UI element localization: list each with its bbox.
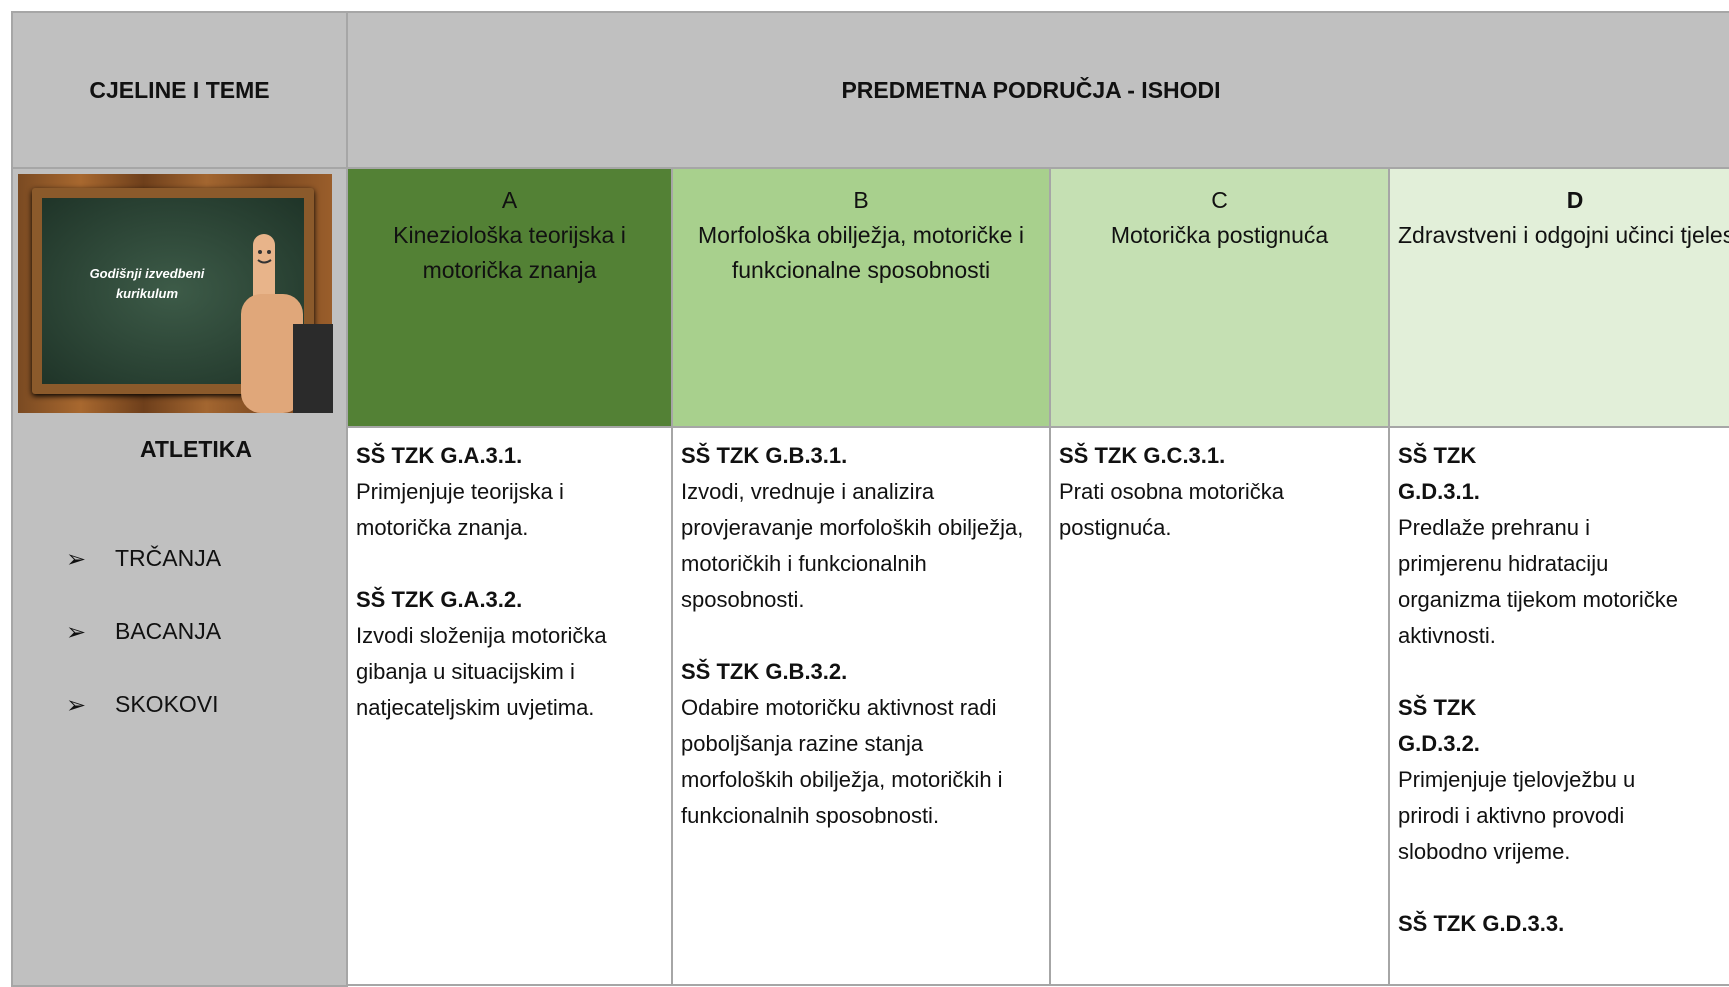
bullet-arrow: ➢ bbox=[66, 546, 87, 573]
outcome-text: Primjenjuje teorijska i motorička znanja… bbox=[356, 479, 564, 540]
column-header: A Kineziološka teorijska i motorička znan… bbox=[346, 167, 673, 428]
column-header: B Morfološka obilježja, motoričke i funkc… bbox=[671, 167, 1051, 428]
column-title: Zdravstveni i odgojni učinci tjelesnog v… bbox=[1398, 222, 1729, 248]
column-letter: D bbox=[1566, 187, 1584, 213]
header-cell: CJELINE I TEME bbox=[11, 11, 348, 169]
header-text: PREDMETNA PODRUČJA - ISHODI bbox=[841, 76, 1221, 103]
column-header: D Zdravstveni i odgojni učinci tjelesnog … bbox=[1388, 167, 1729, 428]
column-header: C Motorička postignuća bbox=[1049, 167, 1390, 428]
outcome-list: SŠ TZK G.C.3.1. Prati osobna motorička po… bbox=[1059, 438, 1380, 546]
image-caption: Godišnji izvedbeni kurikulum bbox=[89, 266, 205, 301]
outcome-text: Izvodi složenija motorička gibanja u sit… bbox=[356, 623, 607, 720]
outcome: SŠ TZK G.A.3.2. Izvodi složenija motoričk… bbox=[356, 582, 663, 726]
outcome-code: SŠ TZK G.D.3.3. bbox=[1398, 911, 1565, 936]
outcome-text: Izvodi, vrednuje i analizira provjeravan… bbox=[681, 479, 1024, 612]
column-letter: A bbox=[501, 187, 518, 213]
outcome: SŠ TZK G.B.3.1. Izvodi, vrednuje i analiz… bbox=[681, 438, 1041, 618]
outcome-code: SŠ TZK G.B.3.2. bbox=[681, 659, 848, 684]
outcome-code: SŠ TZK G.C.3.1. bbox=[1059, 443, 1226, 468]
bullet-arrow: ➢ bbox=[66, 692, 87, 719]
outcome-cell: SŠ TZK G.B.3.1. Izvodi, vrednuje i analiz… bbox=[671, 426, 1051, 986]
outcome: SŠ TZK G.D.3.1. Predlaže prehranu i primj… bbox=[1398, 438, 1698, 654]
topic-item: TRČANJA bbox=[115, 545, 222, 571]
column-letter: C bbox=[1211, 187, 1228, 213]
outcome-cell: SŠ TZK G.C.3.1. Prati osobna motorička po… bbox=[1049, 426, 1390, 986]
outcome-code: SŠ TZK G.A.3.2. bbox=[356, 587, 523, 612]
topic-title: ATLETIKA bbox=[139, 436, 252, 462]
outcome: SŠ TZK G.B.3.2. Odabire motoričku aktivno… bbox=[681, 654, 1041, 834]
outcome-code: SŠ TZK G.D.3.2. bbox=[1398, 695, 1480, 756]
page: CJELINE I TEME PREDMETNA PODRUČJA - ISHO… bbox=[11, 11, 1729, 987]
outcome-code: SŠ TZK G.D.3.1. bbox=[1398, 443, 1480, 504]
column-title: Morfološka obilježja, motoričke i funkci… bbox=[698, 222, 1024, 283]
outcome-list: SŠ TZK G.A.3.1. Primjenjuje teorijska i m… bbox=[356, 438, 663, 726]
outcome-cell: SŠ TZK G.D.3.1. Predlaže prehranu i primj… bbox=[1388, 426, 1729, 986]
outcome-text: Primjenjuje tjelovježbu u prirodi i akti… bbox=[1398, 767, 1636, 864]
outcome-text: Prati osobna motorička postignuća. bbox=[1059, 479, 1284, 540]
column-title: Kineziološka teorijska i motorička znanj… bbox=[393, 222, 626, 283]
thumb-icon bbox=[241, 234, 333, 413]
outcome: SŠ TZK G.C.3.1. Prati osobna motorička po… bbox=[1059, 438, 1380, 546]
outcome: SŠ TZK G.D.3.3. bbox=[1398, 906, 1698, 942]
header-text: CJELINE I TEME bbox=[89, 76, 270, 103]
outcome-list: SŠ TZK G.D.3.1. Predlaže prehranu i primj… bbox=[1398, 438, 1698, 942]
column-title: Motorička postignuća bbox=[1110, 222, 1329, 248]
topic-item: SKOKOVI bbox=[115, 691, 219, 717]
outcome-code: SŠ TZK G.B.3.1. bbox=[681, 443, 848, 468]
column-letter: B bbox=[853, 187, 869, 213]
outcome-cell: SŠ TZK G.A.3.1. Primjenjuje teorijska i m… bbox=[346, 426, 673, 986]
outcome-text: Odabire motoričku aktivnost radi poboljš… bbox=[681, 695, 1003, 828]
image: Godišnji izvedbeni kurikulum bbox=[18, 174, 333, 413]
outcome: SŠ TZK G.D.3.2. Primjenjuje tjelovježbu u… bbox=[1398, 690, 1698, 870]
topic-item: BACANJA bbox=[115, 618, 222, 644]
outcome-text: Predlaže prehranu i primjerenu hidrataci… bbox=[1398, 515, 1678, 648]
header-cell: PREDMETNA PODRUČJA - ISHODI bbox=[346, 11, 1729, 169]
outcome-code: SŠ TZK G.A.3.1. bbox=[356, 443, 523, 468]
bullet-arrow: ➢ bbox=[66, 619, 87, 646]
outcome-list: SŠ TZK G.B.3.1. Izvodi, vrednuje i analiz… bbox=[681, 438, 1041, 834]
outcome: SŠ TZK G.A.3.1. Primjenjuje teorijska i m… bbox=[356, 438, 663, 546]
